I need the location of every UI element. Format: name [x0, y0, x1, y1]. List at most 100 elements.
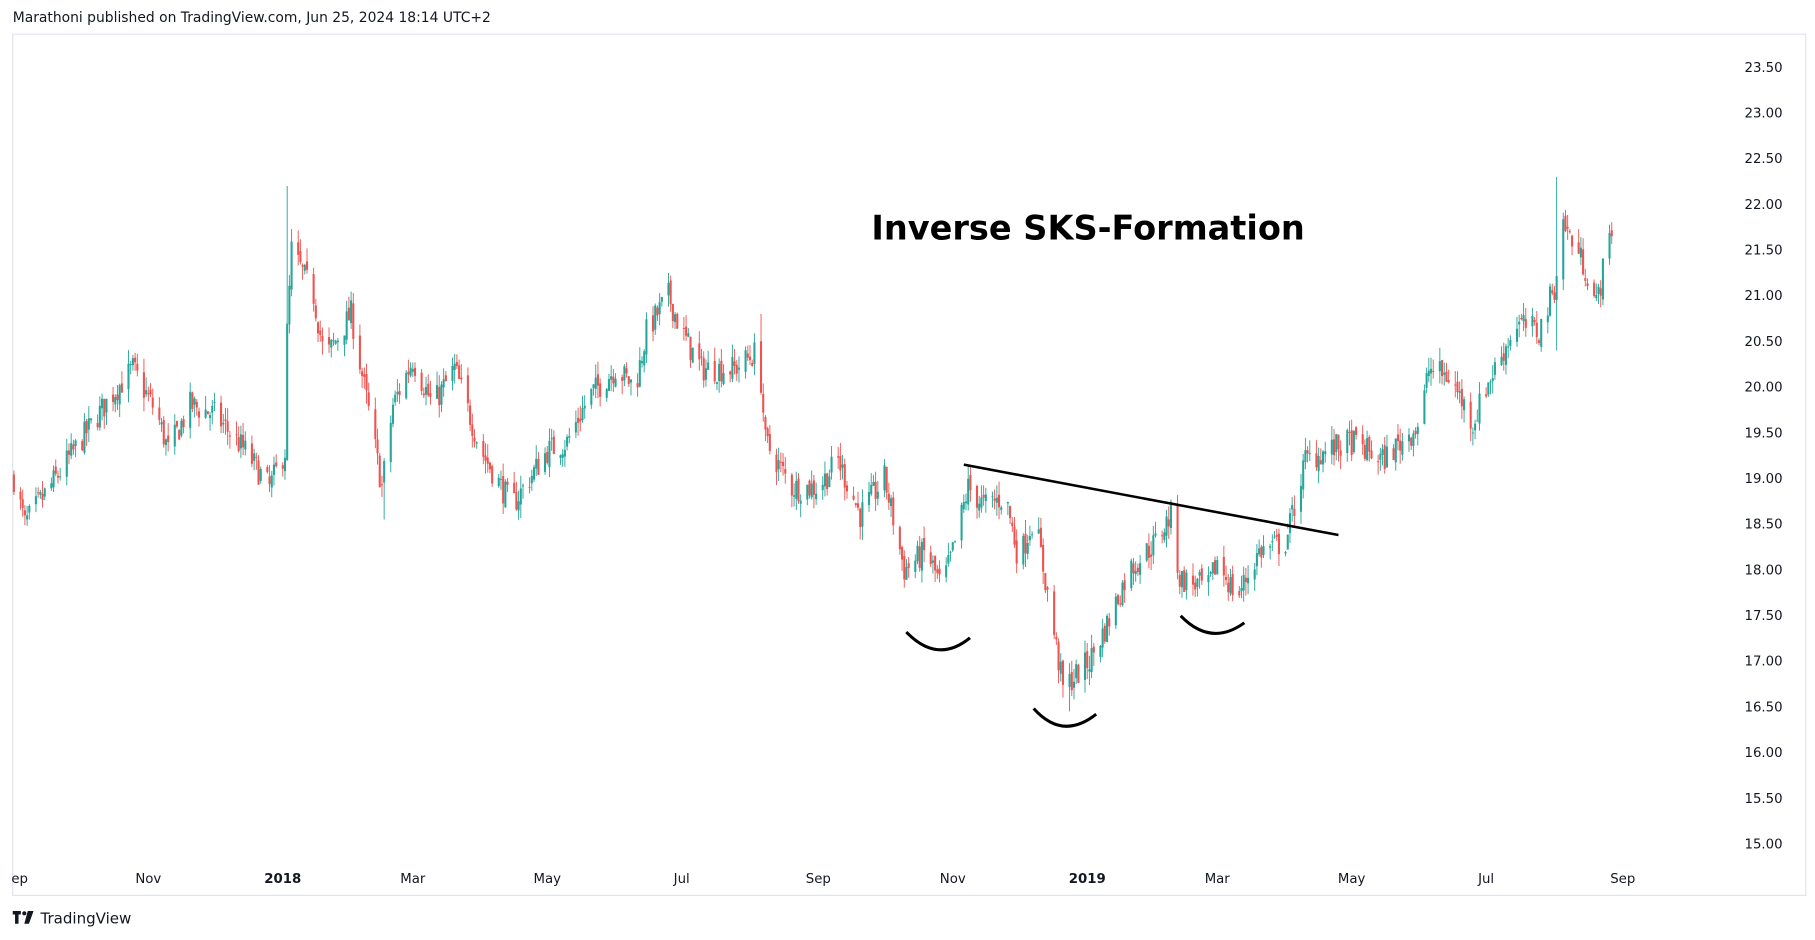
- candle-body: [1013, 526, 1016, 545]
- candle-body: [1392, 448, 1395, 461]
- candle-body: [41, 493, 44, 500]
- candle-body: [299, 251, 302, 262]
- candle-body: [1229, 577, 1232, 594]
- candle-body: [336, 340, 339, 343]
- candle-body: [436, 385, 439, 399]
- candle-body: [654, 305, 657, 330]
- candle-body: [1070, 672, 1073, 691]
- candle-body: [704, 368, 707, 380]
- candle-body: [407, 371, 410, 375]
- candle-body: [640, 361, 644, 364]
- right-shoulder-arc[interactable]: [1179, 614, 1246, 635]
- candle-body: [627, 376, 630, 384]
- candle-body: [874, 481, 877, 500]
- candle-body: [764, 416, 767, 430]
- candle-body: [535, 458, 538, 469]
- candle-body: [1370, 450, 1373, 459]
- candle-body: [151, 397, 154, 408]
- candle-body: [903, 555, 906, 580]
- left-shoulder-arc[interactable]: [905, 631, 971, 652]
- candle-body: [782, 461, 785, 467]
- candle-body: [1440, 360, 1444, 376]
- candle-body: [841, 464, 844, 468]
- candle-body: [1500, 356, 1503, 365]
- candle-body: [427, 383, 430, 396]
- candle-body: [636, 383, 639, 388]
- candle-body: [1509, 339, 1512, 347]
- price-axis[interactable]: 23.50 23.00 22.50 22.00 21.50 21.00 20.50 20.00…: [1745, 61, 1783, 853]
- candle-body: [488, 462, 491, 470]
- candle-body: [195, 401, 198, 408]
- candle-body: [1039, 527, 1042, 548]
- candle-body: [286, 323, 289, 461]
- candle-body: [870, 484, 873, 495]
- candle-body: [744, 350, 747, 372]
- price-tick-label: 16.50: [1745, 700, 1783, 715]
- candle-body: [733, 361, 736, 366]
- candle-body: [543, 453, 547, 472]
- candle-body: [1432, 370, 1435, 372]
- candle-body: [420, 372, 423, 391]
- candle-body: [729, 371, 732, 375]
- candle-body: [1165, 516, 1168, 536]
- candle-body: [521, 485, 525, 487]
- candle-body: [182, 419, 185, 428]
- candle-body: [28, 505, 31, 513]
- candle-body: [1548, 286, 1552, 316]
- price-tick-label: 22.00: [1745, 198, 1783, 213]
- neckline-trendline[interactable]: [963, 463, 1339, 537]
- candle-body: [460, 377, 463, 380]
- candle-body: [768, 433, 771, 451]
- candle-body: [332, 340, 335, 342]
- time-tick-label: Jul: [1477, 872, 1494, 887]
- time-tick-label: May: [533, 872, 561, 887]
- candle-body: [56, 475, 60, 478]
- candle-body: [1568, 231, 1571, 233]
- candle-body: [1260, 546, 1263, 558]
- time-axis[interactable]: ep Nov 2018 Mar May Jul Sep Nov 2019 Mar May Jul Sep: [11, 872, 1635, 887]
- candle-body: [497, 477, 500, 487]
- candle-body: [272, 464, 275, 475]
- candle-body: [237, 437, 240, 452]
- candle-body: [797, 478, 800, 502]
- candle-body: [1586, 283, 1589, 287]
- candle-body: [1355, 427, 1358, 435]
- candle-body: [1291, 505, 1294, 510]
- candle-body: [405, 372, 408, 399]
- time-tick-label: Sep: [806, 872, 831, 887]
- candle-body: [1368, 436, 1371, 452]
- candle-body: [1099, 645, 1102, 657]
- candle-body: [806, 484, 809, 500]
- candle-body: [1072, 681, 1076, 688]
- price-tick-label: 17.50: [1745, 609, 1783, 624]
- candle-body: [208, 415, 212, 419]
- candle-body: [114, 397, 117, 405]
- head-arc[interactable]: [1032, 707, 1098, 728]
- candle-body: [1463, 399, 1466, 411]
- candle-body: [147, 393, 150, 395]
- candle-body: [559, 455, 562, 458]
- candle-body: [1227, 582, 1230, 593]
- candle-body: [101, 398, 104, 409]
- price-tick-label: 18.50: [1745, 518, 1783, 533]
- candle-body: [715, 382, 718, 384]
- candle-body: [1169, 501, 1172, 529]
- candle-body: [1485, 394, 1488, 397]
- candle-body: [305, 261, 309, 270]
- price-tick-label: 20.00: [1745, 381, 1783, 396]
- candle-body: [579, 418, 582, 422]
- candle-body: [599, 383, 602, 397]
- candle-body: [178, 430, 181, 440]
- candle-body: [823, 473, 826, 487]
- tradingview-logo[interactable]: TradingView: [12, 910, 132, 928]
- candle-body: [1134, 570, 1137, 575]
- candle-body: [438, 386, 441, 406]
- candle-body: [1299, 486, 1303, 512]
- candle-body: [1207, 575, 1210, 583]
- time-tick-label: Mar: [400, 872, 426, 887]
- candle-body: [226, 421, 229, 432]
- candle-body: [193, 398, 196, 405]
- candle-body: [142, 372, 145, 398]
- candle-body: [605, 389, 608, 398]
- candle-body: [1447, 380, 1450, 383]
